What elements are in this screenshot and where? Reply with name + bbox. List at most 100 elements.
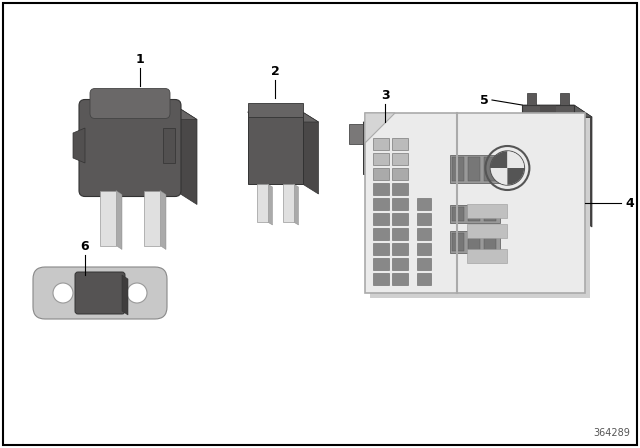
Wedge shape [491,151,508,168]
Bar [468,207,480,221]
Polygon shape [73,128,85,163]
Bar [371,174,380,204]
Bar [468,233,480,251]
Text: 2: 2 [271,65,280,78]
Circle shape [127,283,147,303]
Bar [373,153,389,165]
Bar [525,142,571,147]
Polygon shape [45,307,163,313]
Bar [373,198,389,210]
Bar [452,157,464,181]
Bar [373,168,389,180]
Circle shape [53,283,73,303]
Polygon shape [294,184,298,225]
Polygon shape [365,113,395,143]
Bar [540,105,556,215]
Bar [417,273,431,285]
Bar [373,243,389,255]
Bar [560,93,569,105]
Bar [525,182,571,187]
Bar [163,128,175,163]
Polygon shape [574,105,592,227]
Polygon shape [248,112,319,122]
Bar [248,103,303,117]
Bar [373,138,389,150]
Bar [525,202,571,207]
Bar [349,124,363,144]
Bar [525,132,571,137]
Bar [144,190,160,246]
Polygon shape [370,118,590,298]
Bar [484,157,496,181]
Text: 4: 4 [625,197,634,210]
Bar [390,174,399,204]
Bar [467,224,508,238]
Bar [248,112,303,184]
Bar [392,198,408,210]
FancyBboxPatch shape [33,267,167,319]
Bar [417,258,431,270]
Bar [417,228,431,240]
Bar [373,183,389,195]
Bar [467,204,508,218]
Bar [392,168,408,180]
Bar [392,153,408,165]
FancyBboxPatch shape [90,89,170,119]
Bar [525,162,571,167]
Bar [407,124,421,144]
Bar [468,157,480,181]
Bar [417,198,431,210]
Bar [452,233,464,251]
Bar [450,155,500,183]
Bar [282,184,294,222]
Text: 364289: 364289 [593,428,630,438]
Polygon shape [268,184,273,225]
Bar [450,205,500,223]
Bar [527,93,536,105]
Bar [450,231,500,253]
Bar [417,213,431,225]
FancyBboxPatch shape [79,99,181,197]
Bar [373,228,389,240]
Polygon shape [363,122,419,130]
Polygon shape [407,124,419,152]
Bar [525,172,571,177]
Polygon shape [85,105,197,120]
Bar [392,258,408,270]
Bar [392,213,408,225]
Text: 6: 6 [81,240,90,253]
FancyBboxPatch shape [75,272,125,314]
Bar [467,249,508,263]
Text: 3: 3 [381,89,389,102]
Bar [365,113,585,293]
Bar [392,138,408,150]
Bar [530,213,566,227]
Bar [100,190,116,246]
Bar [373,213,389,225]
Bar [522,105,574,215]
Bar [484,207,496,221]
Bar [257,184,268,222]
Text: 5: 5 [480,94,489,107]
Bar [525,192,571,197]
Polygon shape [407,122,419,182]
Polygon shape [175,105,197,204]
Bar [363,122,407,174]
Bar [484,233,496,251]
Bar [392,183,408,195]
Wedge shape [491,168,508,185]
Bar [373,258,389,270]
Polygon shape [122,275,128,315]
Wedge shape [508,168,524,185]
Text: 1: 1 [136,52,145,65]
Bar [392,243,408,255]
Bar [452,207,464,221]
Polygon shape [522,105,592,117]
Bar [525,122,571,127]
Bar [373,273,389,285]
Bar [525,152,571,157]
Bar [392,228,408,240]
Polygon shape [303,112,319,194]
Wedge shape [508,151,524,168]
Bar [392,273,408,285]
